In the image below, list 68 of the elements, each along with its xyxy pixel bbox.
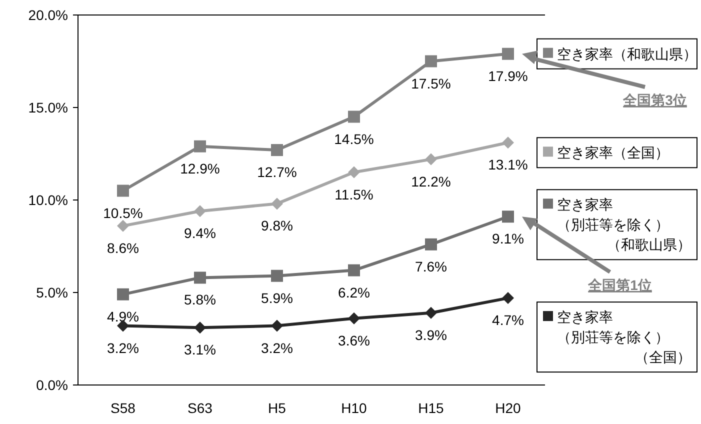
point: [348, 166, 360, 178]
legend-label: 空き家率（全国）: [557, 144, 669, 161]
data-label: 3.2%: [261, 340, 293, 356]
data-label: 17.5%: [411, 75, 451, 92]
x-tick-label: H20: [495, 400, 522, 416]
legend: 空き家率（和歌山県）: [536, 38, 698, 70]
point: [271, 198, 283, 210]
point: [425, 153, 437, 166]
point: [117, 288, 129, 300]
data-label: 10.5%: [103, 204, 143, 221]
x-tick-label: H10: [341, 400, 368, 416]
legend: 空き家率（別荘等を除く）（和歌山県）: [536, 189, 698, 260]
point: [194, 205, 206, 218]
data-label: 3.9%: [415, 326, 447, 343]
data-label: 12.9%: [180, 160, 220, 176]
y-tick-label: 0.0%: [36, 377, 68, 393]
data-label: 9.4%: [184, 225, 216, 242]
data-label: 12.7%: [257, 164, 297, 180]
point: [117, 184, 129, 197]
data-label: 7.6%: [415, 258, 447, 274]
legend-label: 空き家率（別荘等を除く）（和歌山県）: [557, 196, 691, 253]
point: [348, 110, 360, 123]
legend-label: 空き家率（和歌山県）: [557, 46, 697, 62]
x-tick-label: H5: [268, 400, 286, 416]
data-label: 3.6%: [338, 332, 370, 348]
point: [425, 238, 437, 250]
point: [271, 144, 283, 156]
x-tick-label: S63: [188, 400, 213, 416]
data-label: 3.1%: [184, 342, 216, 358]
x-tick-label: H15: [418, 400, 444, 416]
data-label: 9.8%: [261, 218, 293, 234]
data-label: 6.2%: [338, 284, 370, 300]
point: [348, 264, 360, 276]
data-label: 17.9%: [488, 68, 528, 84]
legend: 空き家率（別荘等を除く）（全国）: [536, 302, 698, 373]
data-label: 4.7%: [492, 312, 524, 328]
y-tick-label: 10.0%: [28, 192, 68, 208]
data-label: 12.2%: [411, 173, 451, 190]
x-tick-label: S58: [110, 400, 136, 416]
data-label: 8.6%: [107, 240, 139, 256]
text: 全国第1位: [587, 277, 652, 293]
point: [348, 312, 360, 324]
point: [502, 210, 514, 223]
point: [502, 48, 514, 60]
point: [194, 272, 206, 284]
data-label: 9.1%: [492, 230, 524, 247]
data-label: 14.5%: [334, 130, 374, 147]
data-label: 5.9%: [261, 290, 293, 306]
point: [117, 220, 129, 232]
legend: 空き家率（全国）: [536, 137, 698, 168]
data-label: 11.5%: [334, 186, 374, 202]
y-tick-label: 15.0%: [28, 100, 68, 116]
legend-label: 空き家率（別荘等を除く）（全国）: [557, 309, 691, 366]
y-tick-label: 5.0%: [36, 284, 68, 300]
point: [425, 55, 437, 68]
point: [502, 292, 514, 304]
data-label: 4.9%: [107, 308, 139, 324]
y-tick-label: 20.0%: [28, 7, 68, 23]
point: [271, 320, 283, 332]
text: 全国第3位: [622, 92, 687, 108]
point: [271, 270, 283, 282]
point: [502, 136, 514, 149]
data-label: 13.1%: [488, 156, 528, 173]
data-label: 3.2%: [107, 340, 139, 356]
data-label: 5.8%: [184, 292, 216, 308]
point: [425, 306, 437, 319]
point: [194, 322, 206, 334]
point: [194, 140, 206, 152]
